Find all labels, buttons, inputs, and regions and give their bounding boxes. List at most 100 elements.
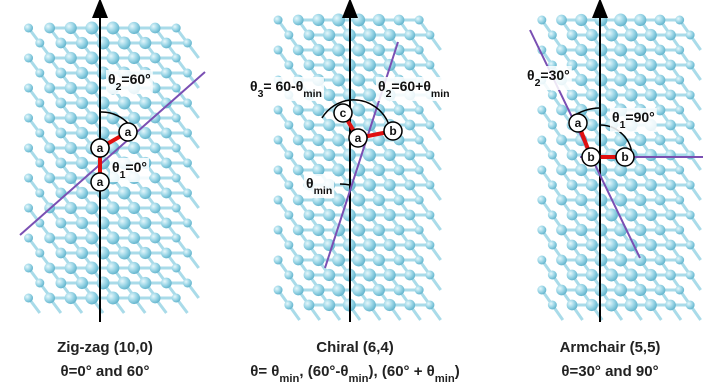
carbon-atom bbox=[556, 15, 567, 26]
carbon-atom bbox=[425, 61, 434, 70]
carbon-atom bbox=[65, 82, 77, 94]
carbon-atom bbox=[118, 187, 131, 200]
carbon-atom bbox=[586, 239, 598, 251]
carbon-atom bbox=[605, 89, 618, 102]
carbon-atom bbox=[634, 164, 646, 176]
carbon-atom bbox=[118, 217, 131, 230]
carbon-atom bbox=[415, 196, 424, 205]
carbon-atom bbox=[24, 174, 33, 183]
carbon-atom bbox=[605, 239, 618, 252]
carbon-atom bbox=[323, 119, 335, 131]
carbon-atom bbox=[634, 14, 646, 26]
carbon-atom bbox=[161, 248, 172, 259]
atom-label: b bbox=[587, 150, 594, 164]
carbon-atom bbox=[686, 211, 695, 220]
carbon-atom bbox=[586, 269, 598, 281]
carbon-atom bbox=[415, 16, 424, 25]
carbon-atom bbox=[332, 134, 345, 147]
carbon-atom bbox=[575, 224, 587, 236]
carbon-atom bbox=[425, 241, 434, 250]
carbon-atom bbox=[274, 286, 283, 295]
carbon-atom bbox=[323, 59, 335, 71]
carbon-atom bbox=[24, 294, 33, 303]
carbon-atom bbox=[425, 181, 434, 190]
carbon-atom bbox=[85, 52, 98, 65]
carbon-atom bbox=[352, 224, 365, 237]
carbon-atom bbox=[172, 204, 181, 213]
carbon-atom bbox=[172, 234, 181, 243]
carbon-atom bbox=[118, 277, 131, 290]
carbon-atom bbox=[655, 75, 666, 86]
carbon-atom bbox=[304, 240, 315, 251]
carbon-atom bbox=[645, 59, 657, 71]
text-part: = 60-θ bbox=[263, 78, 303, 94]
carbon-atom bbox=[24, 144, 33, 153]
carbon-atom bbox=[65, 112, 77, 124]
carbon-atom bbox=[274, 196, 283, 205]
carbon-atom bbox=[686, 181, 695, 190]
carbon-atom bbox=[24, 54, 33, 63]
carbon-atom bbox=[139, 277, 151, 289]
carbon-atom bbox=[556, 285, 567, 296]
carbon-atom bbox=[44, 173, 55, 184]
figure: abaaθ2=60°θ1=0°Zig-zag (10,0)θ=0° and 60… bbox=[0, 0, 703, 383]
carbon-atom bbox=[404, 60, 415, 71]
carbon-atom bbox=[183, 39, 192, 48]
carbon-atom bbox=[161, 158, 172, 169]
carbon-atom bbox=[139, 217, 151, 229]
carbon-atom bbox=[161, 218, 172, 229]
carbon-atom bbox=[537, 196, 546, 205]
carbon-atom bbox=[161, 68, 172, 79]
carbon-atom bbox=[128, 22, 140, 34]
carbon-atom bbox=[24, 264, 33, 273]
carbon-atom bbox=[65, 292, 77, 304]
carbon-atom bbox=[634, 194, 646, 206]
carbon-atom bbox=[556, 225, 567, 236]
carbon-atom bbox=[150, 23, 161, 34]
carbon-atom bbox=[183, 249, 192, 258]
carbon-atom bbox=[665, 60, 676, 71]
carbon-atom bbox=[384, 179, 396, 191]
carbon-atom bbox=[128, 262, 140, 274]
carbon-atom bbox=[645, 179, 657, 191]
carbon-atom bbox=[575, 44, 587, 56]
carbon-atom bbox=[183, 69, 192, 78]
carbon-atom bbox=[312, 254, 324, 266]
carbon-atom bbox=[614, 134, 627, 147]
carbon-atom bbox=[65, 232, 77, 244]
carbon-atom bbox=[686, 31, 695, 40]
carbon-atom bbox=[304, 60, 315, 71]
carbon-atom bbox=[548, 271, 557, 280]
carbon-atom bbox=[586, 29, 598, 41]
carbon-atom bbox=[128, 142, 140, 154]
carbon-atom bbox=[537, 256, 546, 265]
carbon-atom bbox=[76, 157, 88, 169]
carbon-atom bbox=[85, 232, 98, 245]
carbon-atom bbox=[665, 150, 676, 161]
subscript: min bbox=[279, 373, 299, 383]
carbon-atom bbox=[575, 254, 587, 266]
carbon-atom bbox=[139, 187, 151, 199]
carbon-atom bbox=[312, 284, 324, 296]
carbon-atom bbox=[373, 224, 385, 236]
carbon-atom bbox=[293, 105, 304, 116]
carbon-atom bbox=[384, 299, 396, 311]
carbon-atom bbox=[76, 217, 88, 229]
carbon-atom bbox=[118, 247, 131, 260]
carbon-atom bbox=[35, 159, 44, 168]
carbon-atom bbox=[645, 299, 657, 311]
carbon-atom bbox=[586, 299, 598, 311]
carbon-atom bbox=[323, 269, 335, 281]
carbon-atom bbox=[274, 106, 283, 115]
carbon-atom bbox=[172, 144, 181, 153]
carbon-atom bbox=[304, 210, 315, 221]
carbon-atom bbox=[415, 226, 424, 235]
text-part: =60+θ bbox=[391, 78, 431, 94]
carbon-atom bbox=[373, 194, 385, 206]
carbon-atom bbox=[323, 299, 335, 311]
carbon-atom bbox=[304, 270, 315, 281]
carbon-atom bbox=[567, 210, 578, 221]
carbon-atom bbox=[556, 195, 567, 206]
carbon-atom bbox=[404, 210, 415, 221]
carbon-atom bbox=[548, 121, 557, 130]
